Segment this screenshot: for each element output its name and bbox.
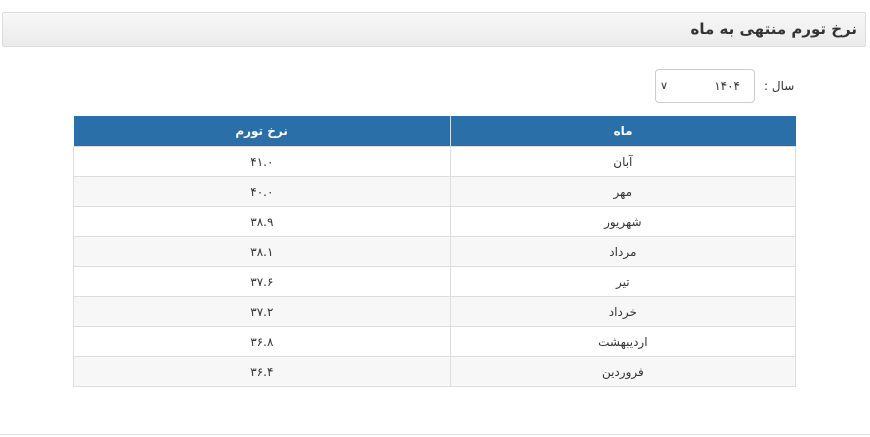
rate-cell: ۳۶.۸: [73, 326, 451, 357]
rate-cell: ۳۷.۶: [73, 266, 451, 297]
month-cell: شهریور: [449, 206, 797, 237]
month-cell: تیر: [449, 266, 797, 297]
month-cell: فروردین: [449, 356, 797, 387]
table-row: آبان ۴۱.۰: [73, 146, 797, 177]
inflation-table: ماه نرخ تورم آبان ۴۱.۰ مهر ۴۰.۰ شهریور ۳۸.۹ مر…: [73, 116, 797, 387]
year-select[interactable]: ۱۴۰۴ ∨: [655, 69, 755, 103]
table-row: اردیبهشت ۳۶.۸: [73, 326, 797, 357]
month-cell: خرداد: [449, 296, 797, 327]
table-row: مهر ۴۰.۰: [73, 176, 797, 207]
table-row: خرداد ۳۷.۲: [73, 296, 797, 327]
table-row: فروردین ۳۶.۴: [73, 356, 797, 387]
chevron-down-icon: ∨: [660, 79, 669, 92]
year-label: سال :: [764, 79, 795, 93]
month-cell: مرداد: [449, 236, 797, 267]
table-row: شهریور ۳۸.۹: [73, 206, 797, 237]
rate-cell: ۳۶.۴: [73, 356, 451, 387]
table-header-row: ماه نرخ تورم: [73, 116, 796, 147]
month-cell: آبان: [449, 146, 797, 177]
table-row: تیر ۳۷.۶: [73, 266, 797, 297]
rate-cell: ۴۱.۰: [73, 146, 451, 177]
rate-cell: ۳۷.۲: [73, 296, 451, 327]
column-header-rate[interactable]: نرخ تورم: [73, 116, 451, 147]
rate-cell: ۳۸.۹: [73, 206, 451, 237]
page-title: نرخ تورم منتهی به ماه: [690, 20, 857, 38]
column-header-month[interactable]: ماه: [449, 116, 796, 147]
month-cell: اردیبهشت: [449, 326, 797, 357]
rate-cell: ۳۸.۱: [73, 236, 451, 267]
table-row: مرداد ۳۸.۱: [73, 236, 797, 267]
divider: [0, 434, 870, 435]
panel-header: نرخ تورم منتهی به ماه: [2, 12, 866, 47]
month-cell: مهر: [449, 176, 797, 207]
year-select-value: ۱۴۰۴: [714, 79, 740, 93]
rate-cell: ۴۰.۰: [73, 176, 451, 207]
